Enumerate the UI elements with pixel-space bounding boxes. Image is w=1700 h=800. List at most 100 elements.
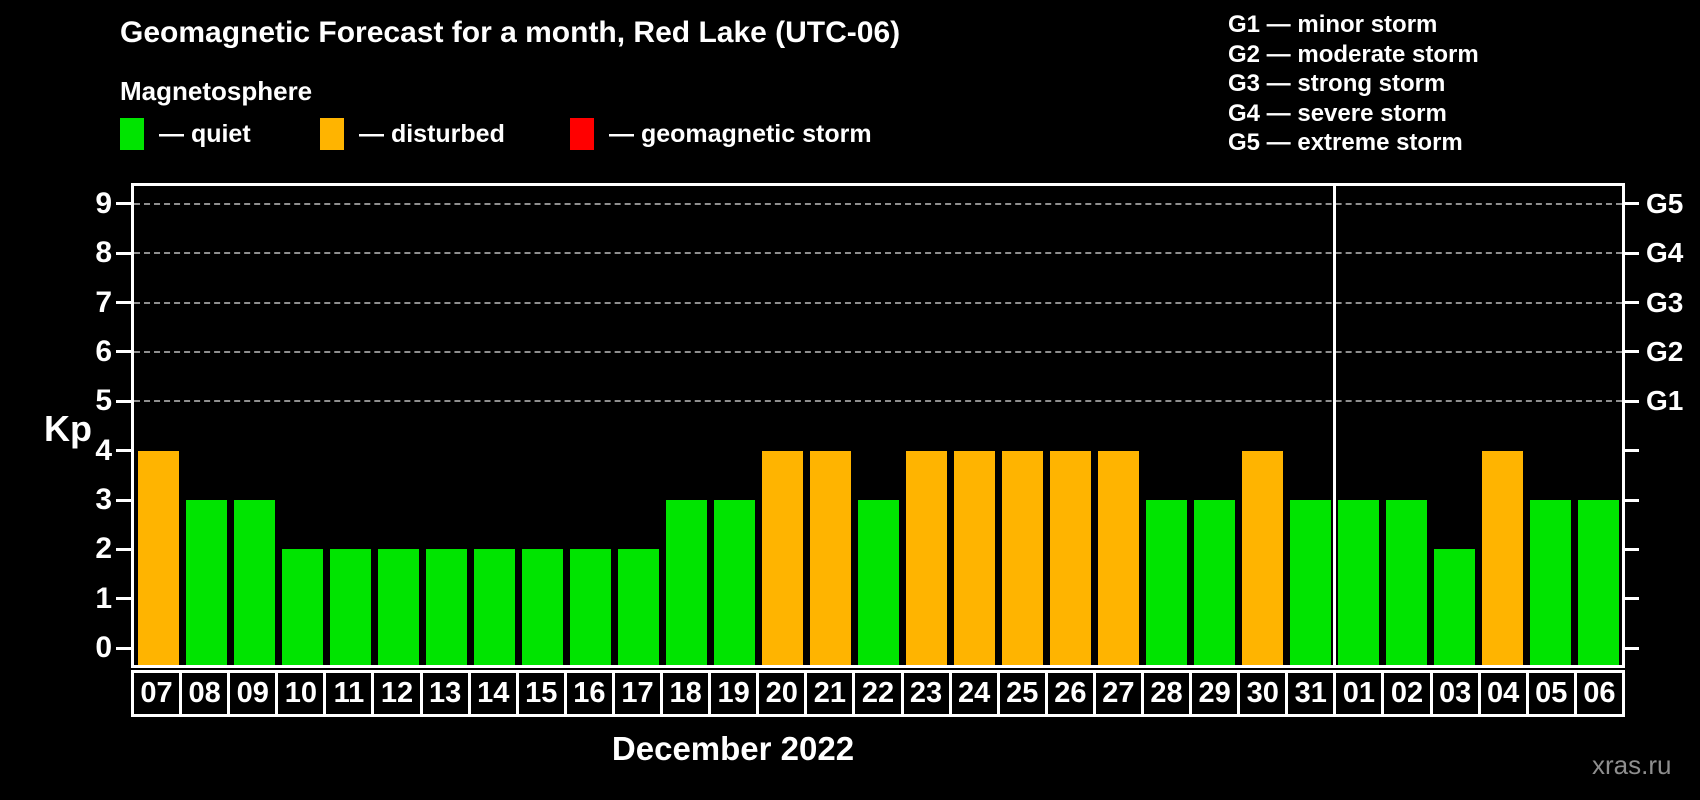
right-axis-tick-5 <box>1624 399 1639 403</box>
right-axis-tick-1 <box>1624 597 1639 601</box>
bar-day-16 <box>569 549 611 665</box>
y-axis-label: Kp <box>44 408 92 449</box>
legend-item-disturbed: — disturbed <box>320 118 570 150</box>
y-axis-tick-0 <box>116 646 131 650</box>
bar-day-01 <box>1337 500 1379 665</box>
right-axis-label-g1: G1 <box>1646 385 1684 417</box>
bar-day-20 <box>761 450 803 665</box>
bar-day-10 <box>281 549 323 665</box>
bar-day-05 <box>1529 500 1571 665</box>
plot-area <box>131 183 1625 668</box>
day-label-17: 17 <box>611 670 664 717</box>
bar-day-24 <box>953 450 995 665</box>
y-axis-tick-label-5: 5 <box>95 384 112 418</box>
bar-day-28 <box>1145 500 1187 665</box>
day-label-31: 31 <box>1285 670 1337 717</box>
gridline-kp-6 <box>134 350 1622 353</box>
y-axis-tick-5 <box>116 399 131 403</box>
right-axis-label-g4: G4 <box>1646 237 1684 269</box>
y-axis-tick-3 <box>116 498 131 502</box>
day-label-21: 21 <box>804 670 856 717</box>
day-label-03: 03 <box>1429 670 1481 717</box>
bar-day-03 <box>1433 549 1475 665</box>
bar-day-29 <box>1193 500 1235 665</box>
gridline-kp-9 <box>134 202 1622 205</box>
bar-day-06 <box>1577 500 1619 665</box>
legend-item-quiet: — quiet <box>120 118 320 150</box>
bar-day-21 <box>809 450 851 665</box>
right-axis-tick-7 <box>1624 301 1639 305</box>
bar-day-22 <box>857 500 899 665</box>
quiet-color-swatch <box>120 118 144 150</box>
right-axis-tick-3 <box>1624 498 1639 502</box>
day-label-04: 04 <box>1477 670 1529 717</box>
day-label-20: 20 <box>756 670 808 717</box>
day-label-13: 13 <box>419 670 471 717</box>
y-axis-tick-label-7: 7 <box>95 285 112 319</box>
day-label-29: 29 <box>1189 670 1241 717</box>
g-scale-line-g1: G1 — minor storm <box>1228 11 1438 38</box>
day-label-10: 10 <box>275 670 327 717</box>
g-scale-line-g2: G2 — moderate storm <box>1228 40 1479 68</box>
g-scale-line-g5: G5 — extreme storm <box>1228 129 1463 156</box>
bar-day-07 <box>137 450 179 665</box>
bar-day-25 <box>1001 450 1043 665</box>
day-label-row: 07 08 09 10 11 12 13 14 15 16 17 18 19 20 21 22 23 24 25 26… <box>131 670 1625 717</box>
day-label-05: 05 <box>1525 670 1577 717</box>
day-label-11: 11 <box>323 670 375 717</box>
bar-day-23 <box>905 450 947 665</box>
bar-day-14 <box>473 549 515 665</box>
month-separator-line <box>1332 186 1336 665</box>
month-label: December 2022 <box>611 730 855 767</box>
legend-label-quiet: — quiet <box>159 119 251 148</box>
legend-label-disturbed: — disturbed <box>359 119 505 148</box>
day-label-12: 12 <box>371 670 423 717</box>
status-legend: — quiet — disturbed — geomagnetic storm <box>120 118 872 150</box>
y-axis-tick-label-0: 0 <box>95 631 112 665</box>
y-axis-tick-2 <box>116 547 131 551</box>
right-axis-tick-9 <box>1624 202 1639 206</box>
chart-title: Geomagnetic Forecast for a month, Red La… <box>120 16 901 49</box>
day-label-07: 07 <box>131 670 183 717</box>
y-axis-tick-1 <box>116 597 131 601</box>
day-label-14: 14 <box>467 670 519 717</box>
bar-day-27 <box>1097 450 1139 665</box>
g-scale-line-g3: G3 — strong storm <box>1228 70 1446 97</box>
y-axis-tick-label-3: 3 <box>95 483 112 517</box>
bar-day-02 <box>1385 500 1427 665</box>
day-label-16: 16 <box>563 670 615 717</box>
day-label-18: 18 <box>660 670 712 717</box>
y-axis-tick-4 <box>116 449 131 453</box>
y-axis-tick-label-8: 8 <box>95 236 112 270</box>
day-label-19: 19 <box>708 670 760 717</box>
legend-item-storm: — geomagnetic storm <box>570 118 872 150</box>
day-label-06: 06 <box>1573 670 1625 717</box>
bar-day-15 <box>521 549 563 665</box>
y-axis-tick-label-6: 6 <box>95 334 112 368</box>
day-label-27: 27 <box>1092 670 1144 717</box>
bar-day-30 <box>1241 450 1283 665</box>
day-label-30: 30 <box>1237 670 1289 717</box>
right-axis-tick-2 <box>1624 547 1639 551</box>
day-label-23: 23 <box>900 670 952 717</box>
bar-day-09 <box>233 500 275 665</box>
bar-day-13 <box>425 549 467 665</box>
right-axis-label-g3: G3 <box>1646 286 1684 318</box>
right-axis-label-g2: G2 <box>1646 335 1684 367</box>
bar-day-19 <box>713 500 755 665</box>
bar-day-08 <box>185 500 227 665</box>
bar-day-26 <box>1049 450 1091 665</box>
y-axis-tick-7 <box>116 301 131 305</box>
bar-day-17 <box>617 549 659 665</box>
y-axis-tick-6 <box>116 350 131 354</box>
bar-day-18 <box>665 500 707 665</box>
bar-day-04 <box>1481 450 1523 665</box>
day-label-15: 15 <box>515 670 567 717</box>
day-label-22: 22 <box>852 670 904 717</box>
storm-color-swatch <box>570 118 594 150</box>
bar-day-11 <box>329 549 371 665</box>
right-axis-tick-8 <box>1624 251 1639 255</box>
y-axis-tick-label-9: 9 <box>95 186 112 220</box>
day-label-01: 01 <box>1333 670 1385 717</box>
